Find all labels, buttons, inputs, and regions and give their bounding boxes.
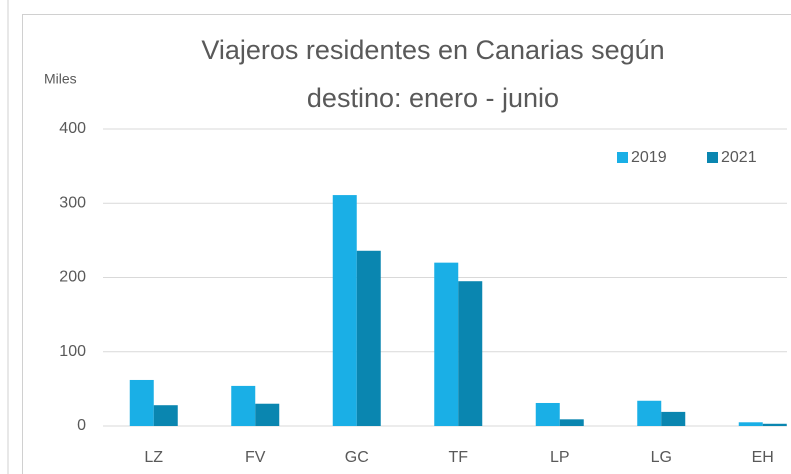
x-tick-label: LZ xyxy=(144,449,163,466)
bar xyxy=(637,400,662,426)
bar xyxy=(434,262,459,426)
chart-title: Viajeros residentes en Canarias según de… xyxy=(201,35,665,113)
y-tick-label: 300 xyxy=(59,194,86,211)
y-tick-label: 0 xyxy=(77,417,86,434)
x-tick-label: LP xyxy=(550,449,570,466)
y-tick-label: 400 xyxy=(59,120,86,137)
x-tick-label: GC xyxy=(345,449,369,466)
y-tick-label: 100 xyxy=(59,343,86,360)
x-tick-label: EH xyxy=(752,449,774,466)
bar xyxy=(458,281,483,426)
bar xyxy=(559,419,584,426)
legend-label: 2021 xyxy=(721,149,757,166)
y-axis-label: Miles xyxy=(44,71,77,87)
x-tick-label: TF xyxy=(448,449,468,466)
bar xyxy=(231,385,256,426)
legend-swatch xyxy=(707,152,718,163)
y-tick-label: 200 xyxy=(59,269,86,286)
bar xyxy=(535,402,560,426)
bar xyxy=(332,195,357,426)
legend-swatch xyxy=(617,152,628,163)
bar xyxy=(762,423,787,426)
bar xyxy=(255,403,280,426)
bar xyxy=(356,250,381,426)
x-tick-label: LG xyxy=(651,449,672,466)
bar xyxy=(129,379,154,426)
bar xyxy=(661,411,686,426)
bar xyxy=(738,422,763,426)
bar xyxy=(153,405,178,426)
x-tick-label: FV xyxy=(245,449,266,466)
chart-border xyxy=(22,14,791,474)
legend-label: 2019 xyxy=(631,149,667,166)
